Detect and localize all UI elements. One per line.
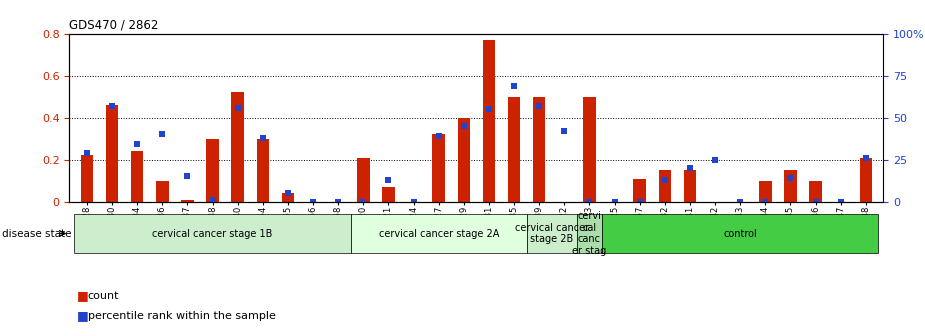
Text: ■: ■ <box>77 289 89 302</box>
Bar <box>859 158 872 202</box>
Bar <box>809 181 821 202</box>
Point <box>280 191 295 196</box>
Point <box>808 199 823 204</box>
Bar <box>105 105 118 202</box>
Text: control: control <box>723 228 757 239</box>
Point <box>205 197 220 203</box>
Text: cervical cancer stage 1B: cervical cancer stage 1B <box>153 228 273 239</box>
Point <box>431 133 446 139</box>
Point <box>783 175 798 181</box>
Bar <box>432 134 445 202</box>
Bar <box>526 214 577 253</box>
Text: disease state: disease state <box>2 228 71 239</box>
Bar <box>458 118 470 202</box>
Text: count: count <box>88 291 119 301</box>
Bar <box>282 193 294 202</box>
Text: cervi
cal
canc
er stag: cervi cal canc er stag <box>573 211 607 256</box>
Bar <box>659 170 671 202</box>
Point <box>532 103 547 109</box>
Bar <box>181 200 193 202</box>
Point <box>658 177 672 182</box>
Point <box>633 199 648 204</box>
Point <box>582 199 597 204</box>
Bar <box>684 170 697 202</box>
Bar <box>784 170 796 202</box>
Point <box>230 105 245 110</box>
Bar <box>634 178 646 202</box>
Text: cervical cancer
stage 2B: cervical cancer stage 2B <box>514 223 589 244</box>
Bar <box>74 214 351 253</box>
Point <box>381 177 396 182</box>
Bar <box>80 155 93 202</box>
Text: cervical cancer stage 2A: cervical cancer stage 2A <box>378 228 499 239</box>
Point <box>130 142 144 147</box>
Point <box>758 199 772 204</box>
Bar <box>351 214 526 253</box>
Point <box>154 132 169 137</box>
Bar <box>206 138 219 202</box>
Bar <box>583 97 596 202</box>
Point <box>733 199 747 204</box>
Point <box>557 128 572 134</box>
Bar <box>533 97 546 202</box>
Point <box>105 103 119 109</box>
Bar <box>577 214 602 253</box>
Point <box>456 123 471 129</box>
Text: percentile rank within the sample: percentile rank within the sample <box>88 311 276 321</box>
Point <box>683 165 697 171</box>
Bar <box>156 181 168 202</box>
Bar <box>382 187 395 202</box>
Bar <box>508 97 521 202</box>
Point <box>507 83 522 88</box>
Point <box>607 199 622 204</box>
Point <box>356 199 371 204</box>
Bar <box>602 214 879 253</box>
Point <box>331 199 346 204</box>
Bar <box>483 40 495 202</box>
Point <box>180 174 195 179</box>
Point <box>482 107 497 112</box>
Point <box>858 155 873 161</box>
Bar <box>131 151 143 202</box>
Point <box>80 150 94 156</box>
Text: GDS470 / 2862: GDS470 / 2862 <box>69 19 159 32</box>
Bar <box>231 92 244 202</box>
Bar <box>357 158 370 202</box>
Bar <box>759 181 771 202</box>
Point <box>708 157 722 162</box>
Point <box>406 199 421 204</box>
Bar <box>256 138 269 202</box>
Point <box>255 135 270 140</box>
Text: ■: ■ <box>77 309 89 322</box>
Point <box>833 199 848 204</box>
Point <box>305 199 320 204</box>
